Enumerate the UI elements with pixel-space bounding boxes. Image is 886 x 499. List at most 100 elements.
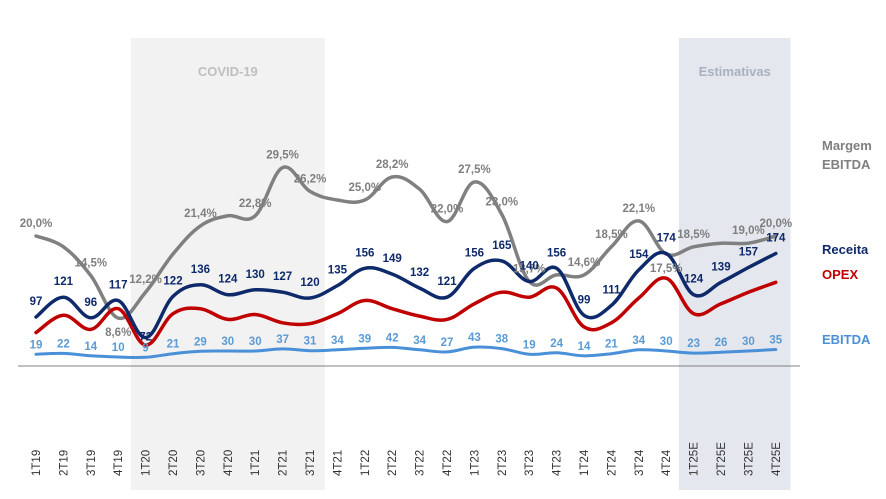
receita-data-label: 121 [437,276,457,288]
margem-ebitda-data-label: 28,2% [376,159,409,171]
ebitda-data-label: 21 [167,339,180,351]
band-label-estimativas: Estimativas [699,64,771,79]
ebitda-data-label: 42 [386,332,399,344]
x-tick-label: 2T22 [387,450,399,476]
receita-data-label: 99 [578,294,591,306]
margem-ebitda-data-label: 17,5% [650,263,683,275]
receita-data-label: 132 [410,267,429,279]
ebitda-data-label: 34 [331,335,344,347]
x-tick-label: 4T25E [771,442,783,476]
margem-ebitda-data-label: 27,5% [458,164,491,176]
receita-data-label: 156 [547,247,566,259]
ebitda-data-label: 38 [495,334,508,346]
margem-ebitda-data-label: 8,6% [105,327,131,339]
legend-ebitda: EBITDA [822,332,871,347]
receita-data-label: 174 [657,232,677,244]
ebitda-data-label: 19 [523,339,536,351]
x-tick-label: 3T19 [86,450,98,476]
band-label-covid: COVID-19 [198,64,258,79]
x-tick-label: 4T22 [442,450,454,476]
x-tick-label: 2T24 [606,449,618,476]
ebitda-data-label: 35 [769,335,782,347]
x-tick-label: 1T19 [31,450,43,476]
ebitda-data-label: 19 [30,339,43,351]
receita-data-label: 96 [84,297,97,309]
ebitda-data-label: 43 [468,332,481,344]
ebitda-data-label: 37 [276,334,289,346]
ebitda-data-label: 22 [57,338,70,350]
margem-ebitda-data-label: 29,5% [266,150,299,162]
ebitda-data-label: 29 [194,336,207,348]
margem-ebitda-data-label: 13,7% [513,263,546,275]
margem-ebitda-line [34,165,778,321]
receita-data-label: 111 [602,284,621,296]
margem-ebitda-data-label: 26,2% [294,173,327,185]
receita-data-label: 122 [163,275,182,287]
receita-data-label: 165 [492,240,512,252]
ebitda-data-label: 31 [304,336,317,348]
ebitda-data-label: 30 [660,336,673,348]
ebitda-data-label: 30 [221,336,234,348]
margem-ebitda-data-label: 14,5% [74,258,107,270]
margem-ebitda-data-label: 20,0% [20,218,53,230]
receita-data-label: 140 [520,261,539,273]
x-tick-label: 2T20 [168,450,180,476]
receita-data-label: 120 [300,277,319,289]
ebitda-data-label: 30 [742,336,755,348]
receita-data-label: 149 [383,253,402,265]
x-tick-label: 4T23 [552,450,564,476]
x-tick-label: 3T25E [743,442,755,476]
receita-line [34,250,778,340]
margem-ebitda-data-label: 18,5% [677,229,710,241]
band-estimativas [678,38,791,490]
margem-ebitda-data-label: 25,0% [348,182,381,194]
x-tick-label: 4T20 [223,450,235,476]
receita-data-label: 139 [711,261,730,273]
x-tick-label: 1T21 [250,450,262,476]
ebitda-data-label: 26 [715,337,728,349]
receita-data-label: 174 [766,232,786,244]
margem-ebitda-data-label: 22,8% [239,198,272,210]
receita-data-label: 117 [109,279,128,291]
receita-data-label: 130 [246,269,265,281]
ebitda-data-label: 27 [441,337,454,349]
x-tick-label: 4T24 [661,449,673,476]
x-tick-label: 1T24 [579,449,591,476]
margem-ebitda-data-label: 18,5% [595,229,628,241]
x-tick-label: 4T19 [113,450,125,476]
x-tick-label: 1T23 [469,450,481,476]
margem-ebitda-data-label: 12,2% [129,274,162,286]
receita-data-label: 157 [739,246,758,258]
receita-data-label: 136 [191,264,210,276]
x-tick-label: 3T23 [524,450,536,476]
x-tick-label: 2T19 [58,450,70,476]
ebitda-data-label: 39 [358,333,371,345]
x-tick-label: 1T22 [360,450,372,476]
x-tick-label: 3T22 [415,450,427,476]
legend-opex: OPEX [822,267,858,282]
ebitda-data-label: 34 [632,335,645,347]
margem-ebitda-data-label: 22,1% [622,203,655,215]
ebitda-data-label: 23 [687,338,700,350]
legend-margem-line2: EBITDA [822,157,871,172]
margem-ebitda-data-label: 20,0% [759,218,792,230]
x-tick-label: 2T25E [716,442,728,476]
ebitda-data-label: 10 [112,342,125,354]
legend-receita: Receita [822,242,869,257]
band-covid [130,38,325,490]
margem-ebitda-data-label: 14,6% [568,257,601,269]
x-tick-label: 2T21 [278,450,290,476]
opex-line [34,276,778,347]
receita-data-label: 135 [328,265,348,277]
x-tick-label: 3T24 [634,449,646,476]
receita-data-label: 127 [273,271,292,283]
receita-data-label: 124 [218,274,238,286]
margem-ebitda-data-label: 19,0% [732,225,765,237]
receita-data-label: 156 [355,247,374,259]
receita-data-label: 97 [30,296,43,308]
x-tick-label: 1T25E [689,442,701,476]
receita-data-label: 124 [684,274,704,286]
ebitda-line [34,345,778,360]
